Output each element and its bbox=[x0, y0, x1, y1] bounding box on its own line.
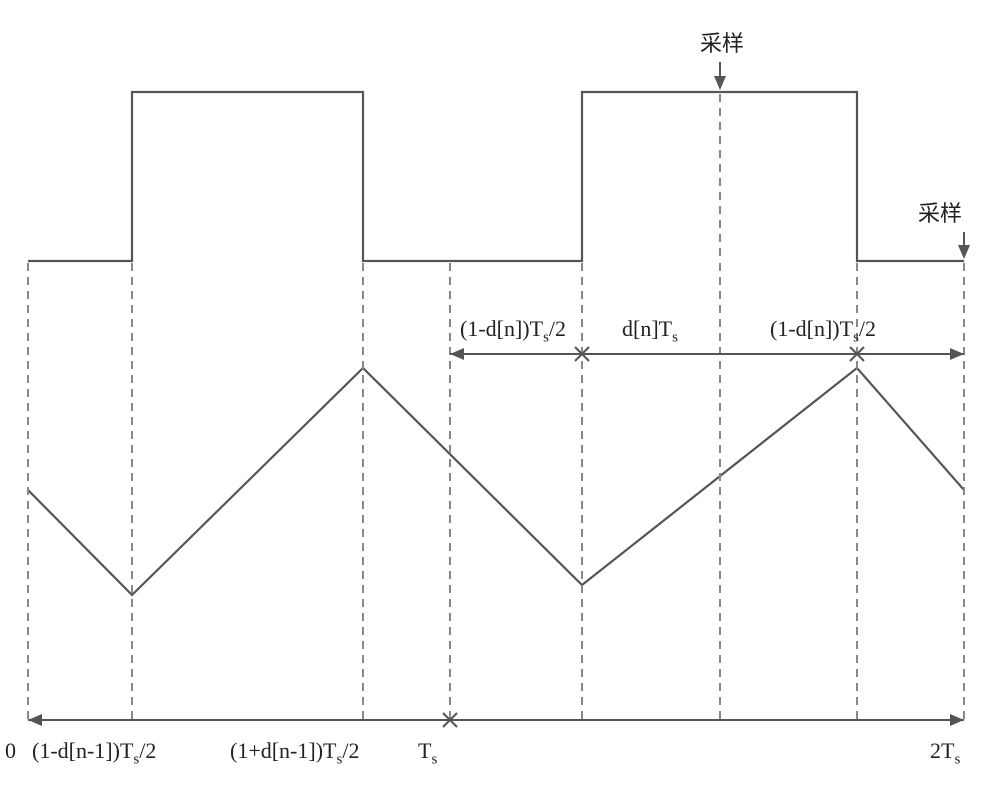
label-axis-0: 0 bbox=[5, 738, 16, 764]
label-axis-2ts: 2Ts bbox=[930, 738, 960, 768]
label-seg-left: (1-d[n])Ts/2 bbox=[460, 316, 566, 346]
label-sample-top: 采样 bbox=[700, 26, 744, 58]
label-axis-ts: Ts bbox=[418, 738, 437, 768]
label-axis-a: (1-d[n-1])Ts/2 bbox=[32, 738, 156, 768]
label-sample-right: 采样 bbox=[918, 196, 962, 228]
diagram-canvas: 采样 采样 (1-d[n])Ts/2 d[n]Ts (1-d[n])Ts/2 0… bbox=[0, 0, 1000, 789]
label-axis-b: (1+d[n-1])Ts/2 bbox=[230, 738, 359, 768]
label-seg-right: (1-d[n])Ts/2 bbox=[770, 316, 876, 346]
label-seg-mid: d[n]Ts bbox=[622, 316, 678, 346]
diagram-svg bbox=[0, 0, 1000, 789]
